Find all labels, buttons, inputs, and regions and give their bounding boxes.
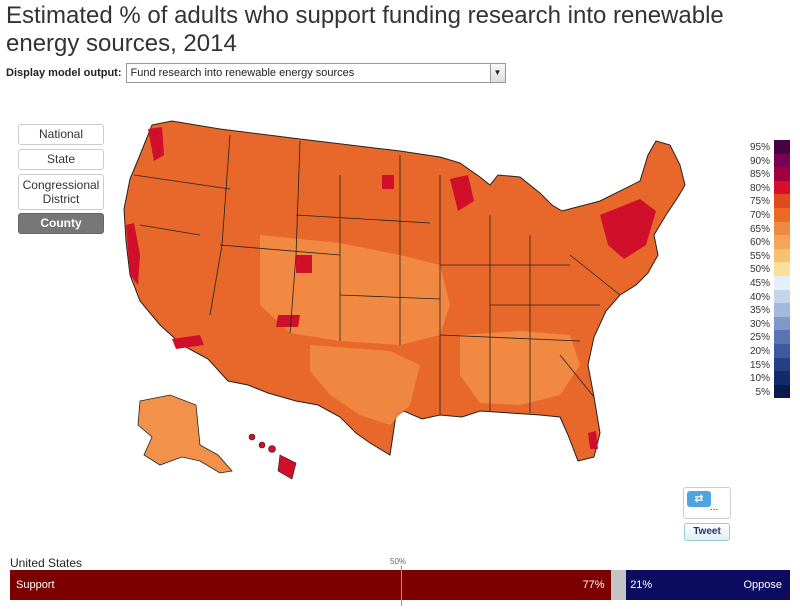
retweet-icon[interactable]: ⇄ [687,491,711,507]
support-label: Support [16,579,55,591]
legend-row: 55% [744,249,794,263]
legend-swatch [774,276,790,290]
us-county-map[interactable] [100,115,720,485]
legend-row: 35% [744,303,794,317]
model-output-row: Display model output: Fund research into… [6,63,506,83]
legend-label: 65% [750,224,770,235]
model-output-select[interactable]: Fund research into renewable energy sour… [126,63,506,83]
oppose-label: Oppose [743,579,782,591]
legend-swatch [774,371,790,385]
legend-swatch [774,358,790,372]
map-svg [100,115,720,485]
legend-swatch [774,235,790,249]
legend-label: 35% [750,305,770,316]
legend-swatch [774,222,790,236]
legend-label: 70% [750,210,770,221]
color-legend: 95% 90% 85% 80% 75% 70% 65% 60% 55% 50% 45% 40% 35% 3… [744,140,794,398]
legend-label: 5% [756,387,770,398]
legend-row: 90% [744,154,794,168]
tweet-button[interactable]: Tweet [684,523,730,541]
legend-swatch [774,194,790,208]
legend-label: 15% [750,360,770,371]
legend-row: 75% [744,194,794,208]
share-dots: ... [710,502,718,513]
legend-row: 20% [744,344,794,358]
legend-swatch [774,154,790,168]
midpoint-label: 50% [390,557,406,566]
legend-row: 85% [744,167,794,181]
legend-row: 10% [744,371,794,385]
legend-label: 40% [750,292,770,303]
legend-label: 30% [750,319,770,330]
legend-swatch [774,262,790,276]
legend-row: 95% [744,140,794,154]
support-segment[interactable]: Support 77% [10,570,611,600]
legend-swatch [774,385,790,399]
colorado-high-region [296,255,312,273]
legend-label: 60% [750,237,770,248]
model-output-selected: Fund research into renewable energy sour… [131,67,355,79]
legend-label: 25% [750,332,770,343]
new-mexico-high-region [276,315,300,327]
oppose-percent: 21% [630,579,652,591]
legend-row: 45% [744,276,794,290]
county-button[interactable]: County [18,213,104,234]
legend-row: 65% [744,222,794,236]
legend-swatch [774,181,790,195]
minnesota-high-region [382,175,394,189]
legend-row: 25% [744,330,794,344]
legend-row: 15% [744,358,794,372]
legend-swatch [774,249,790,263]
legend-label: 50% [750,264,770,275]
legend-label: 45% [750,278,770,289]
legend-swatch [774,208,790,222]
legend-swatch [774,317,790,331]
legend-swatch [774,167,790,181]
national-button[interactable]: National [18,124,104,145]
region-name: United States [10,556,82,570]
legend-row: 40% [744,290,794,304]
legend-label: 80% [750,183,770,194]
oppose-segment[interactable]: 21% Oppose [626,570,790,600]
midpoint-line [401,566,402,606]
legend-label: 90% [750,156,770,167]
neutral-segment [611,570,627,600]
legend-label: 95% [750,142,770,153]
legend-label: 75% [750,196,770,207]
legend-swatch [774,290,790,304]
legend-label: 20% [750,346,770,357]
chevron-down-icon[interactable]: ▼ [490,64,505,82]
legend-swatch [774,140,790,154]
state-button[interactable]: State [18,149,104,170]
legend-row: 50% [744,262,794,276]
support-oppose-bar: Support 77% 21% Oppose [10,570,790,600]
support-percent: 77% [583,579,605,591]
legend-label: 85% [750,169,770,180]
legend-swatch [774,330,790,344]
legend-label: 55% [750,251,770,262]
legend-swatch [774,344,790,358]
hawaii-shape[interactable] [249,434,296,479]
page-title: Estimated % of adults who support fundin… [6,2,796,58]
legend-row: 60% [744,235,794,249]
model-output-label: Display model output: [6,67,122,79]
alaska-shape[interactable] [138,395,232,473]
legend-swatch [774,303,790,317]
share-widget[interactable]: ⇄ ... [683,487,731,519]
legend-row: 30% [744,317,794,331]
legend-row: 5% [744,385,794,399]
legend-row: 70% [744,208,794,222]
legend-row: 80% [744,181,794,195]
legend-label: 10% [750,373,770,384]
congressional-district-button[interactable]: Congressional District [18,174,104,210]
